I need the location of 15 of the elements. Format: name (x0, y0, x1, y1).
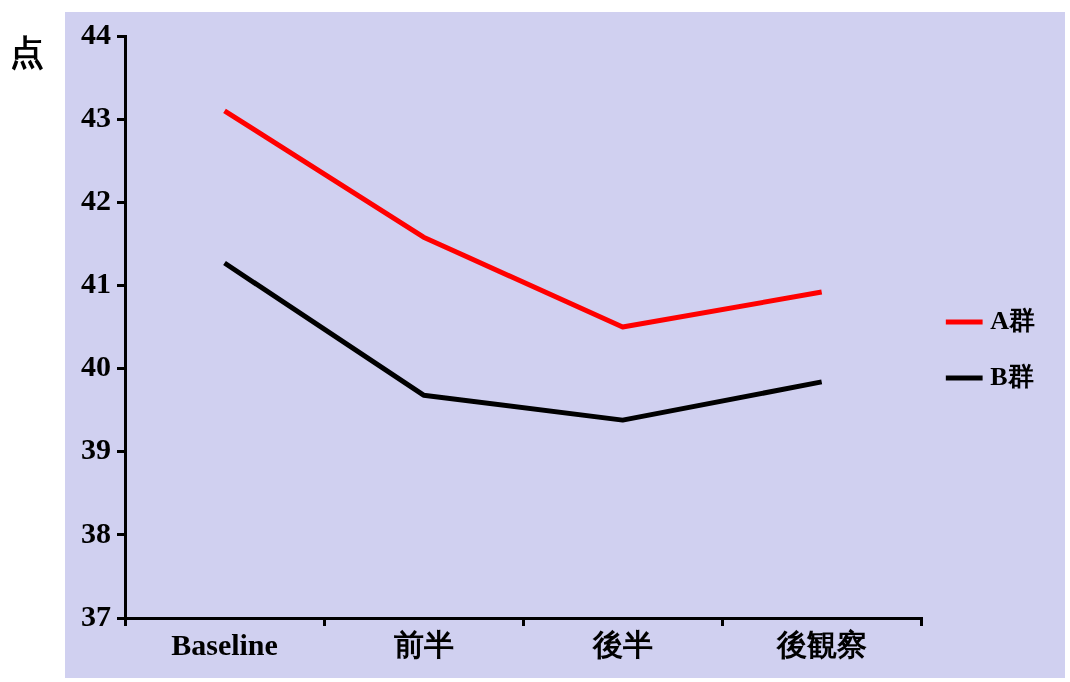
legend-label: A群 (990, 305, 1035, 335)
y-tick-label: 42 (81, 183, 111, 217)
y-tick-label: 37 (81, 598, 111, 632)
y-tick-label: 40 (81, 349, 111, 383)
y-tick-label: 41 (81, 266, 111, 300)
x-tick-label: 後半 (591, 627, 653, 661)
y-tick-label: 39 (81, 432, 111, 466)
y-axis-title: 点 (10, 31, 44, 74)
x-tick-label: Baseline (171, 627, 278, 661)
y-tick-label: 44 (81, 16, 111, 50)
legend-label: B群 (990, 361, 1034, 391)
y-tick-label: 38 (81, 515, 111, 549)
y-tick-label: 43 (81, 99, 111, 133)
x-tick-label: 後観察 (775, 627, 867, 661)
x-tick-label: 前半 (393, 627, 454, 661)
